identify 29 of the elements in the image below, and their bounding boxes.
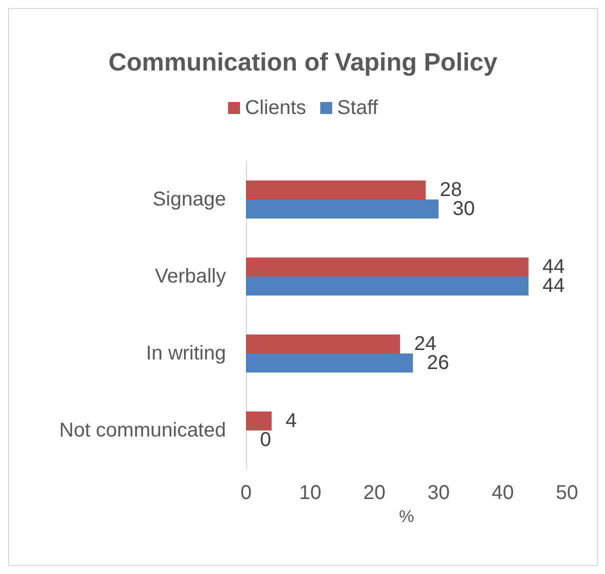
x-tick-label: 0	[240, 482, 252, 504]
data-label: 4	[286, 410, 297, 432]
x-axis-title: %	[398, 506, 414, 526]
data-label: 0	[260, 429, 272, 451]
y-tick-label: Verbally	[154, 266, 226, 288]
bar	[246, 200, 439, 218]
x-tick-label: 10	[299, 482, 322, 504]
data-label: 44	[542, 256, 565, 278]
bar	[246, 258, 528, 276]
chart-title: Communication of Vaping Policy	[108, 48, 498, 76]
y-tick-label: In writing	[146, 342, 226, 364]
data-label: 26	[426, 352, 450, 374]
bar	[246, 354, 413, 372]
x-tick-label: 30	[427, 482, 450, 504]
y-tick-label: Not communicated	[59, 420, 226, 442]
bar	[246, 180, 426, 200]
data-label: 24	[414, 333, 436, 355]
data-label: 30	[452, 198, 475, 220]
x-tick-label: 20	[363, 482, 386, 504]
bar	[246, 334, 400, 354]
bar	[246, 412, 272, 430]
x-tick-label: 50	[556, 482, 578, 504]
legend-label: Staff	[337, 97, 378, 119]
x-tick-label: 40	[492, 482, 514, 504]
data-label: 44	[542, 275, 565, 297]
bar	[246, 276, 528, 296]
legend-label: Clients	[245, 97, 306, 119]
data-label: 28	[440, 179, 462, 201]
y-tick-label: Signage	[152, 188, 226, 210]
